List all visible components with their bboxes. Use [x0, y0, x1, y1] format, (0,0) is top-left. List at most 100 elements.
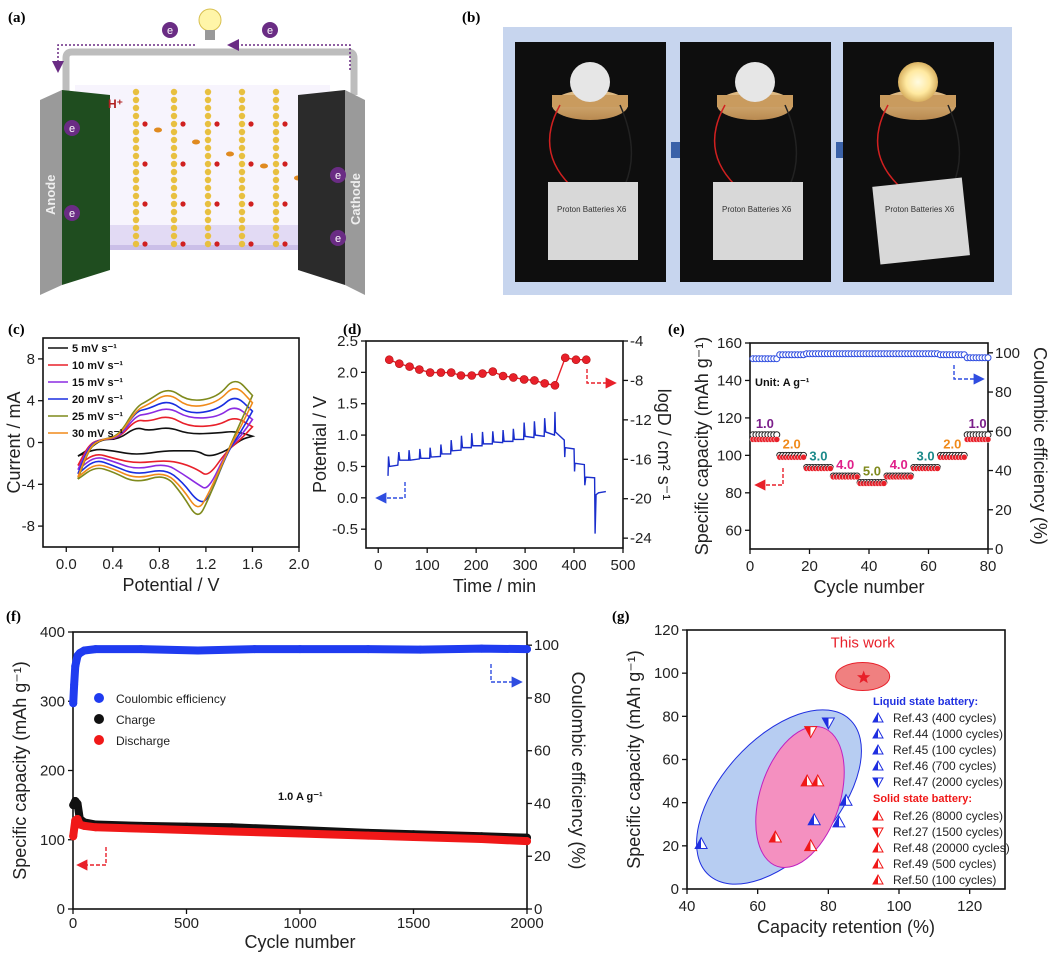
y-axis-title: Current / mA: [4, 391, 24, 493]
atom: [272, 232, 280, 240]
panel-f-label: (f): [6, 609, 21, 625]
panel-a-schematic: (a) e e Anode H⁺ Cathode e e e e: [8, 8, 365, 295]
rate-label: 3.0: [809, 449, 827, 464]
legend-marker: [872, 759, 884, 771]
x-tick-label: 0.4: [102, 556, 123, 573]
atom: [170, 128, 178, 136]
y-tick-label: 4: [27, 393, 35, 410]
y-tick-label: 80: [725, 485, 742, 502]
electron-label: e: [167, 25, 173, 37]
oxygen-atom: [282, 201, 288, 207]
unit-annotation: Unit: A g⁻¹: [755, 377, 810, 389]
atom: [272, 200, 280, 208]
atom: [170, 160, 178, 168]
data-point: [227, 827, 236, 836]
atom: [132, 192, 140, 200]
rate-label: 4.0: [890, 457, 908, 472]
reference-point: [832, 815, 846, 828]
atom: [272, 144, 280, 152]
cathode-label: Cathode: [348, 173, 363, 225]
reference-point: [768, 830, 783, 843]
solid-state-region: [755, 725, 845, 869]
y2-tick-label: 0: [995, 541, 1003, 558]
reference-point: [800, 774, 814, 787]
oxygen-atom: [180, 121, 186, 127]
x-tick-label: 0: [69, 915, 77, 932]
rate-label: 4.0: [836, 457, 854, 472]
atom: [238, 160, 246, 168]
atom: [132, 208, 140, 216]
electron-badge: e: [162, 22, 178, 38]
atom: [132, 216, 140, 224]
y2-tick-label: 60: [995, 423, 1012, 440]
axis-indicator-arrow: [754, 468, 784, 491]
atom: [238, 200, 246, 208]
y-tick-label: 0: [57, 901, 65, 918]
atom: [204, 200, 212, 208]
legend-label: 10 mV s⁻¹: [72, 360, 123, 372]
cv-curve: [77, 407, 254, 489]
atom: [170, 208, 178, 216]
ce-point: [984, 354, 992, 362]
legend-group-title: Solid state battery:: [873, 793, 972, 805]
x-tick-label: 1000: [283, 915, 316, 932]
y-tick-label: 1.5: [337, 396, 358, 413]
oxygen-atom: [282, 161, 288, 167]
legend-label: Ref.45 (100 cycles): [893, 743, 996, 757]
discharge-point: [984, 436, 992, 443]
atom: [132, 88, 140, 96]
electron-label: e: [69, 123, 75, 135]
rate-label: 5.0: [863, 464, 881, 479]
data-point: [71, 662, 80, 671]
legend-marker: [872, 841, 884, 853]
atom: [272, 160, 280, 168]
atom: [272, 216, 280, 224]
y-tick-label: 8: [27, 351, 35, 368]
photo-strip: Proton Batteries X6 Proton Batteries X6 Pr…: [515, 42, 994, 282]
logd-point: [581, 355, 591, 365]
oxygen-atom: [142, 241, 148, 247]
atom: [272, 208, 280, 216]
oxygen-atom: [214, 121, 220, 127]
x-axis-title: Time / min: [453, 576, 536, 596]
panel-b-photos: (b) Proton Batteries X6 Proton Batteries …: [462, 10, 1012, 295]
legend-marker: [872, 777, 884, 789]
legend-label: Ref.48 (20000 cycles): [893, 841, 1010, 855]
legend-label: Ref.46 (700 cycles): [893, 759, 996, 773]
atom: [272, 152, 280, 160]
y-tick-label: 200: [40, 763, 65, 780]
photo: Proton Batteries X6: [515, 42, 666, 282]
x-tick-label: 1500: [397, 915, 430, 932]
atom: [272, 184, 280, 192]
atom: [238, 184, 246, 192]
y-tick-label: 100: [40, 832, 65, 849]
legend-marker: [872, 809, 884, 821]
y-tick-label: 0: [27, 435, 35, 452]
reference-point: [807, 812, 822, 826]
logd-point: [488, 367, 498, 376]
legend-marker: [94, 735, 104, 745]
oxygen-atom: [282, 241, 288, 247]
photo: Proton Batteries X6: [680, 42, 831, 282]
atom: [170, 152, 178, 160]
logd-point: [550, 381, 560, 390]
y2-axis-title: Coulombic efficiency (%): [1030, 347, 1050, 545]
lightbulb-icon: [570, 62, 610, 102]
atom: [272, 136, 280, 144]
atom: [272, 96, 280, 104]
atom: [204, 160, 212, 168]
data-point: [364, 831, 373, 840]
data-point: [69, 699, 78, 708]
oxygen-atom: [248, 241, 254, 247]
plot-frame: [365, 340, 624, 549]
data-point: [296, 829, 304, 838]
atom: [238, 96, 246, 104]
discharge-point: [853, 473, 861, 481]
legend-label: 30 mV s⁻¹: [72, 428, 123, 440]
legend-label: Coulombic efficiency: [116, 692, 226, 706]
data-point: [91, 823, 100, 832]
rate-label: 1.0: [756, 416, 774, 431]
atom: [170, 216, 178, 224]
electron-label: e: [335, 233, 341, 245]
current-density-annotation: 1.0 A g⁻¹: [278, 791, 323, 803]
